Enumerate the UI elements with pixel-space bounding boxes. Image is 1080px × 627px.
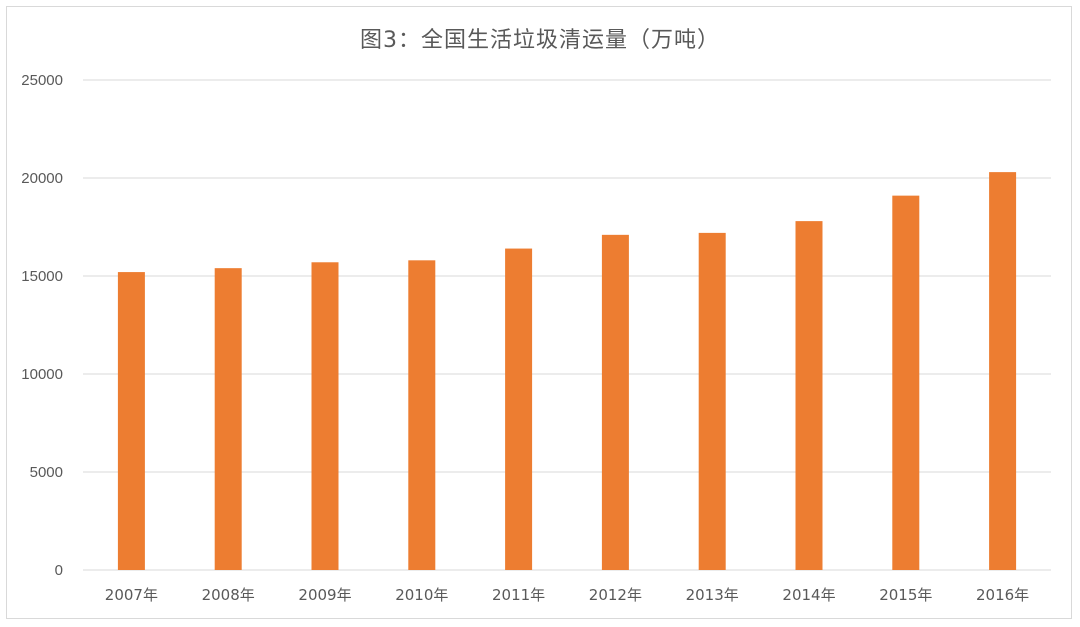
x-tick-label: 2014年 (782, 586, 835, 604)
y-tick-label: 0 (55, 562, 63, 579)
y-tick-label: 15000 (21, 268, 63, 285)
bar (505, 248, 533, 570)
bar (117, 272, 145, 570)
y-tick-label: 5000 (30, 464, 63, 481)
x-tick-label: 2011年 (492, 586, 545, 604)
y-tick-label: 25000 (21, 72, 63, 89)
bar (214, 268, 242, 570)
chart-title: 图3：全国生活垃圾清运量（万吨） (360, 28, 720, 53)
x-tick-label: 2012年 (589, 586, 642, 604)
x-tick-label: 2010年 (395, 586, 448, 604)
x-tick-label: 2007年 (105, 586, 158, 604)
x-tick-label: 2009年 (298, 586, 351, 604)
x-tick-label: 2015年 (879, 586, 932, 604)
x-tick-label: 2013年 (686, 586, 739, 604)
bar (601, 234, 629, 570)
y-axis-ticks: 0 5000 10000 15000 20000 25000 (21, 72, 63, 579)
x-tick-label: 2016年 (976, 586, 1029, 604)
bars (117, 172, 1017, 570)
bar (795, 221, 823, 570)
x-tick-label: 2008年 (202, 586, 255, 604)
bar (892, 195, 920, 570)
y-tick-label: 20000 (21, 170, 63, 187)
bar (311, 262, 339, 570)
x-axis-ticks: 2007年 2008年 2009年 2010年 2011年 2012年 2013年 2014年… (105, 586, 1029, 604)
bar (698, 232, 726, 570)
bar (989, 172, 1017, 570)
bar (408, 260, 436, 570)
y-tick-label: 10000 (21, 366, 63, 383)
gridlines (83, 79, 1051, 571)
